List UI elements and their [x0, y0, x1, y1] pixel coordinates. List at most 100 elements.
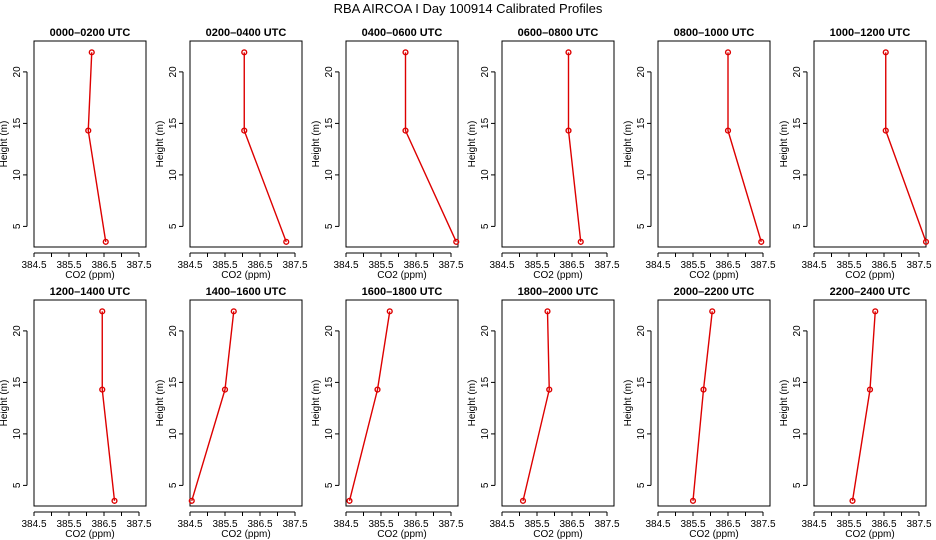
y-tick-label: 15: [792, 117, 803, 129]
plot-frame: [813, 299, 927, 507]
profile-point: [872, 308, 879, 315]
y-tick-label: 15: [480, 376, 491, 388]
profile-line: [692, 311, 713, 501]
x-tick-label: 386.5: [559, 260, 584, 271]
y-tick-label: 10: [12, 428, 23, 440]
x-tick-label: 387.5: [282, 260, 307, 271]
plot-frame: [189, 40, 303, 248]
y-tick-label: 20: [12, 66, 23, 78]
y-tick-label: 5: [792, 223, 803, 229]
x-tick-label: 386.5: [91, 260, 116, 271]
x-tick-label: 384.5: [333, 519, 358, 530]
y-tick-label: 5: [324, 482, 335, 488]
panel-title: 0000–0200 UTC: [50, 27, 131, 39]
profile-panel: 2200–2400 UTC 384.5 385.5 386.5 387.5 CO2 (pp…: [779, 286, 932, 540]
x-tick-label: 385.5: [56, 519, 81, 530]
profile-line: [348, 311, 391, 502]
x-axis-label: CO2 (ppm): [221, 270, 270, 281]
profile-point: [577, 238, 584, 245]
y-axis-label: Height (m): [623, 121, 634, 168]
y-tick-label: 10: [636, 428, 647, 440]
y-axis-label: Height (m): [0, 380, 10, 427]
profile-point: [565, 127, 572, 134]
y-tick-label: 5: [480, 223, 491, 229]
x-tick-label: 385.5: [524, 519, 549, 530]
y-tick-label: 5: [636, 223, 647, 229]
x-tick-label: 386.5: [871, 260, 896, 271]
profile-point: [283, 238, 290, 245]
profile-point: [402, 49, 409, 56]
plot-frame: [33, 299, 147, 507]
profile-panel: 1400–1600 UTC 384.5 385.5 386.5 387.5 CO2 (pp…: [155, 286, 308, 540]
profile-point: [724, 49, 732, 56]
x-tick-label: 386.5: [871, 519, 896, 530]
x-tick-label: 384.5: [177, 260, 202, 271]
y-tick-label: 15: [324, 376, 335, 388]
y-tick-label: 20: [168, 66, 179, 78]
plot-frame: [33, 40, 147, 248]
profile-point: [374, 386, 381, 393]
profile-point: [882, 49, 889, 56]
x-tick-label: 387.5: [282, 519, 307, 530]
x-tick-label: 386.5: [403, 260, 428, 271]
y-tick-label: 20: [324, 66, 335, 78]
panel-title: 1800–2000 UTC: [518, 286, 599, 298]
x-tick-label: 384.5: [489, 519, 514, 530]
y-tick-label: 10: [636, 169, 647, 181]
page-title: RBA AIRCOA I Day 100914 Calibrated Profi…: [333, 1, 603, 16]
panel-title: 0600–0800 UTC: [518, 27, 599, 39]
y-tick-label: 15: [168, 376, 179, 388]
profile-point: [346, 497, 353, 504]
x-axis-label: CO2 (ppm): [65, 270, 114, 281]
y-tick-label: 10: [168, 169, 179, 181]
profile-line: [567, 52, 582, 242]
y-axis-label: Height (m): [311, 121, 322, 168]
y-tick-label: 10: [168, 428, 179, 440]
x-tick-label: 385.5: [212, 519, 237, 530]
y-axis-label: Height (m): [779, 121, 790, 168]
panel-title: 0400–0600 UTC: [362, 27, 443, 39]
profile-point: [700, 386, 707, 393]
panel-title: 1400–1600 UTC: [206, 286, 287, 298]
y-tick-label: 10: [480, 428, 491, 440]
profile-panel: 1200–1400 UTC 384.5 385.5 386.5 387.5 CO2 (pp…: [0, 286, 152, 540]
panel-title: 1200–1400 UTC: [50, 286, 131, 298]
x-tick-label: 387.5: [594, 260, 619, 271]
profile-point: [709, 308, 716, 315]
x-tick-label: 385.5: [56, 260, 81, 271]
x-tick-label: 384.5: [21, 519, 46, 530]
x-axis-label: CO2 (ppm): [689, 270, 738, 281]
y-tick-label: 10: [324, 428, 335, 440]
profile-line: [885, 52, 927, 243]
panel-title: 2200–2400 UTC: [830, 286, 911, 298]
x-axis-label: CO2 (ppm): [689, 529, 738, 540]
x-tick-label: 387.5: [750, 260, 775, 271]
y-axis-label: Height (m): [155, 380, 166, 427]
y-axis-label: Height (m): [623, 380, 634, 427]
profile-panel: 0600–0800 UTC 384.5 385.5 386.5 387.5 CO2 (pp…: [467, 27, 620, 281]
profile-point: [241, 127, 248, 134]
y-tick-label: 5: [636, 482, 647, 488]
x-tick-label: 387.5: [594, 519, 619, 530]
x-axis-label: CO2 (ppm): [845, 270, 894, 281]
profile-point: [102, 238, 109, 245]
y-tick-label: 15: [792, 376, 803, 388]
x-tick-label: 385.5: [368, 260, 393, 271]
x-tick-label: 387.5: [906, 260, 931, 271]
x-tick-label: 386.5: [715, 519, 740, 530]
y-axis-label: Height (m): [0, 121, 10, 168]
y-tick-label: 15: [12, 376, 23, 388]
x-tick-label: 386.5: [559, 519, 584, 530]
x-tick-label: 385.5: [368, 519, 393, 530]
profile-line: [87, 52, 107, 242]
x-tick-label: 387.5: [438, 519, 463, 530]
x-axis-label: CO2 (ppm): [845, 529, 894, 540]
profile-panel: 0200–0400 UTC 384.5 385.5 386.5 387.5 CO2 (pp…: [155, 27, 308, 281]
x-tick-label: 386.5: [247, 519, 272, 530]
y-tick-label: 10: [324, 169, 335, 181]
profile-panel: 1800–2000 UTC 384.5 385.5 386.5 387.5 CO2 (pp…: [467, 286, 620, 540]
x-tick-label: 384.5: [645, 519, 670, 530]
x-axis-label: CO2 (ppm): [533, 529, 582, 540]
x-tick-label: 384.5: [801, 519, 826, 530]
